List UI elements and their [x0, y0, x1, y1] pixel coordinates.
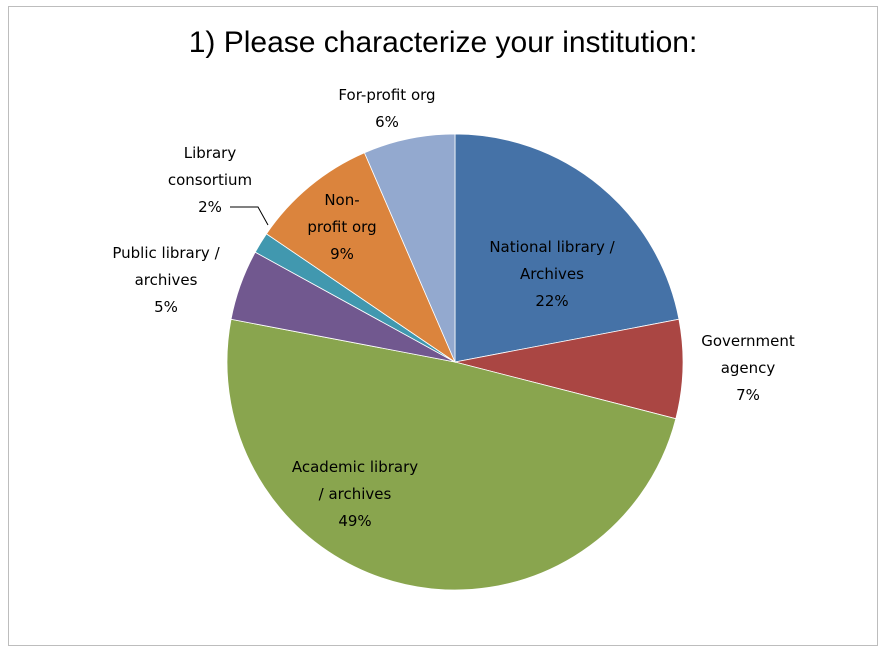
- slice-label-for-profit-org: For-profit org 6%: [338, 86, 435, 131]
- slice-label-library-consortium: Library consortium 2%: [168, 144, 252, 216]
- pie-slice-academic-library-archives: [226, 318, 677, 591]
- slice-label-non-profit-org: Non-profit org 9%: [307, 191, 376, 263]
- pie-slice-for-profit-org: [363, 133, 456, 363]
- slice-label-academic-library-archives: Academic library / archives 49%: [292, 458, 418, 530]
- chart-title: 1) Please characterize your institution:: [188, 26, 698, 59]
- pie-slice-national-library-archives: [454, 133, 680, 363]
- slice-label-government-agency: Government agency 7%: [701, 332, 795, 404]
- slice-label-public-library-archives: Public library / archives 5%: [112, 244, 220, 316]
- leader-line-library-consortium: [230, 206, 269, 226]
- slice-label-national-library-archives: National library / Archives 22%: [489, 238, 615, 310]
- pie-slice-non-profit-org: [265, 152, 456, 364]
